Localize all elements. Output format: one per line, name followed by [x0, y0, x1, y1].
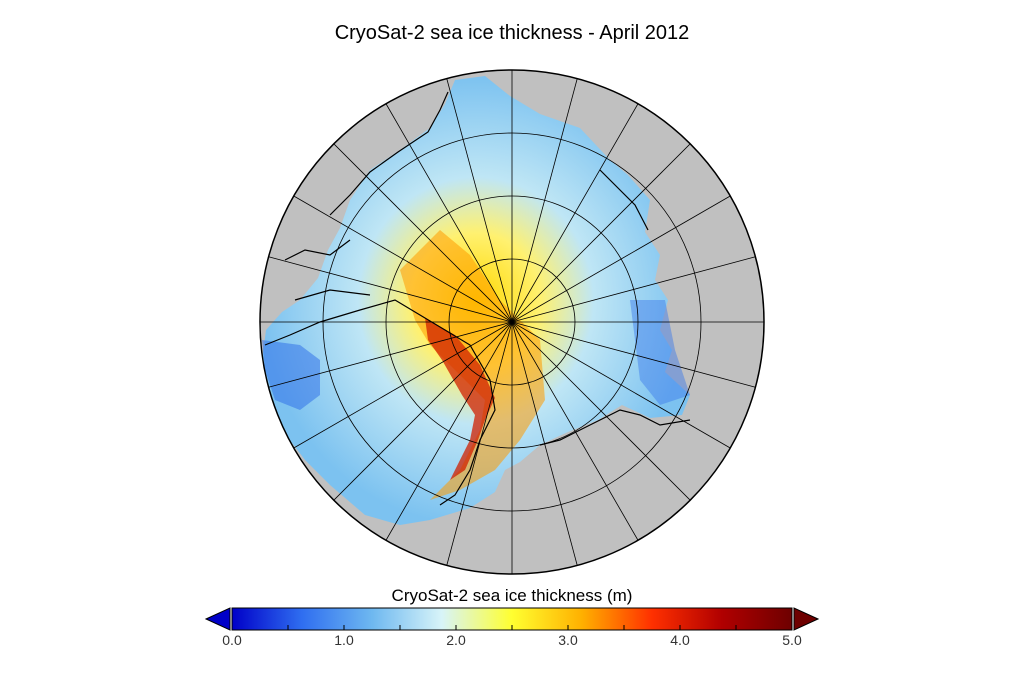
graticule [260, 70, 764, 574]
colorbar-ticks [231, 625, 793, 630]
thin-ice-zone [262, 340, 320, 410]
parallel-circle [322, 132, 702, 512]
thin-ice-zone-east [630, 300, 690, 405]
colorbar-tick-label: 0.0 [222, 632, 242, 648]
parallel-circle [448, 258, 576, 386]
coastlines [264, 91, 691, 506]
colorbar-tick-label: 1.0 [334, 632, 354, 648]
map-boundary [259, 69, 765, 575]
colorbar-extend-low [204, 607, 231, 631]
colorbar-tick-label: 2.0 [446, 632, 466, 648]
colorbar-title: CryoSat-2 sea ice thickness (m) [391, 586, 633, 605]
colorbar-extend-high [793, 607, 820, 631]
parallel-circle [385, 195, 639, 449]
colorbar-tick-label: 5.0 [782, 632, 802, 648]
colorbar-tick-label: 4.0 [670, 632, 690, 648]
map-title: CryoSat-2 sea ice thickness - April 2012 [334, 22, 690, 44]
colorbar-tick-label: 3.0 [558, 632, 578, 648]
thickest-ice-zone [425, 318, 495, 480]
